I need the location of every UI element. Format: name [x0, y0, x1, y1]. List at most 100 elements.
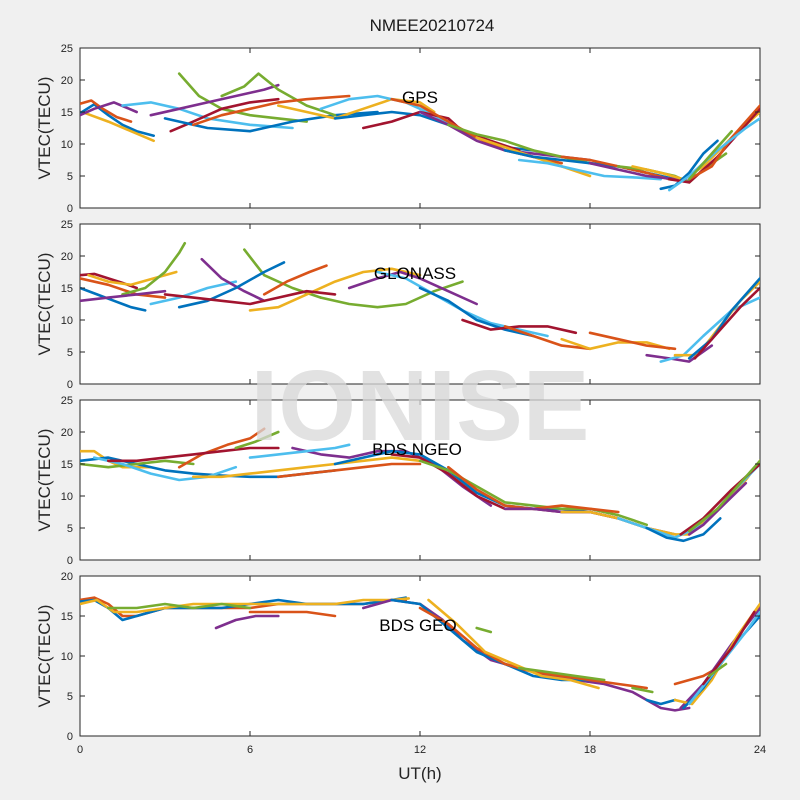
y-tick-label: 5 — [67, 347, 73, 359]
series-line — [220, 72, 337, 117]
y-tick-label: 20 — [61, 571, 73, 583]
y-tick-label: 5 — [67, 171, 73, 183]
series-line — [163, 289, 337, 306]
series-line — [645, 698, 677, 706]
y-tick-label: 20 — [61, 75, 73, 87]
series-line — [560, 337, 671, 351]
series-group — [80, 241, 760, 363]
y-axis-label: VTEC(TECU) — [35, 253, 54, 356]
series-line — [177, 427, 266, 469]
x-tick-label: 6 — [247, 744, 253, 756]
series-line — [668, 117, 760, 192]
panel-1: 0 5 10 15 20 25 VTEC(TECU) GLONASS — [35, 219, 761, 391]
series-line — [80, 277, 167, 299]
series-line — [177, 261, 286, 309]
series-group — [80, 427, 760, 543]
series-line — [687, 481, 748, 536]
series-line — [80, 99, 133, 123]
chart-title: NMEE20210724 — [370, 16, 495, 35]
x-tick-label: 0 — [77, 744, 83, 756]
y-tick-label: 10 — [61, 315, 73, 327]
y-tick-label: 15 — [61, 283, 73, 295]
x-tick-label: 24 — [754, 744, 766, 756]
series-line — [121, 241, 187, 296]
panel-annotation: GPS — [402, 88, 438, 107]
y-tick-label: 20 — [61, 251, 73, 263]
series-line — [461, 318, 578, 335]
y-tick-label: 15 — [61, 611, 73, 623]
panels-group: 0 5 10 15 20 25 VTEC(TECU) GPS 0 5 10 15 20 25 VTEC(TE… — [35, 43, 766, 756]
series-line — [80, 101, 138, 117]
series-line — [84, 112, 155, 143]
series-line — [693, 286, 760, 360]
series-line — [277, 97, 436, 120]
panel-2: 0 5 10 15 20 25 VTEC(TECU) BDS NGEO — [35, 395, 761, 567]
series-line — [277, 462, 422, 479]
series-line — [517, 158, 663, 181]
axes-frame — [79, 399, 761, 561]
axes-frame — [79, 47, 761, 209]
y-tick-label: 10 — [61, 491, 73, 503]
series-line — [687, 104, 760, 181]
series-line — [517, 666, 606, 682]
y-axis-label: VTEC(TECU) — [35, 77, 54, 180]
panel-annotation: BDS GEO — [379, 616, 456, 635]
y-tick-label: 0 — [67, 379, 73, 391]
series-line — [475, 626, 493, 634]
y-tick-label: 0 — [67, 555, 73, 567]
series-line — [248, 443, 351, 459]
series-line — [80, 597, 410, 614]
series-line — [80, 103, 155, 137]
series-line — [80, 289, 167, 303]
y-axis-label: VTEC(TECU) — [35, 429, 54, 532]
series-line — [262, 264, 328, 296]
series-line — [333, 449, 592, 514]
series-line — [80, 459, 195, 469]
y-tick-label: 25 — [61, 43, 73, 55]
y-axis-label: VTEC(TECU) — [35, 605, 54, 708]
series-line — [248, 610, 337, 618]
y-tick-label: 20 — [61, 427, 73, 439]
axes-frame — [79, 575, 761, 737]
series-line — [687, 277, 760, 360]
series-line — [687, 129, 733, 181]
series-group — [80, 596, 760, 712]
series-line — [107, 602, 252, 610]
series-line — [149, 83, 280, 117]
y-tick-label: 10 — [61, 139, 73, 151]
y-tick-label: 0 — [67, 203, 73, 215]
series-line — [362, 110, 521, 152]
series-line — [347, 270, 478, 306]
series-line — [200, 257, 266, 303]
series-line — [418, 286, 535, 338]
watermark: IONISE — [251, 350, 590, 462]
series-line — [588, 331, 677, 351]
series-line — [234, 430, 280, 450]
panel-annotation: GLONASS — [374, 264, 456, 283]
panel-3: 0 5 10 15 20 0 6 12 18 24 VTEC(TECU) BDS GEO — [35, 571, 766, 756]
x-tick-label: 12 — [414, 744, 426, 756]
series-line — [645, 517, 722, 543]
y-tick-label: 0 — [67, 731, 73, 743]
x-axis-label: UT(h) — [398, 764, 441, 783]
series-line — [149, 280, 238, 306]
series-line — [248, 267, 422, 312]
series-line — [319, 280, 464, 309]
panel-0: 0 5 10 15 20 25 VTEC(TECU) GPS — [35, 43, 761, 215]
y-tick-label: 5 — [67, 691, 73, 703]
series-line — [707, 662, 728, 678]
series-line — [214, 614, 280, 630]
series-line — [121, 101, 294, 130]
y-tick-label: 15 — [61, 459, 73, 471]
series-line — [107, 446, 280, 463]
y-tick-label: 10 — [61, 651, 73, 663]
series-line — [169, 97, 280, 133]
series-group — [80, 72, 760, 192]
x-tick-label: 18 — [584, 744, 596, 756]
y-tick-label: 15 — [61, 107, 73, 119]
y-tick-label: 25 — [61, 219, 73, 231]
series-line — [503, 325, 592, 351]
series-line — [92, 456, 238, 482]
